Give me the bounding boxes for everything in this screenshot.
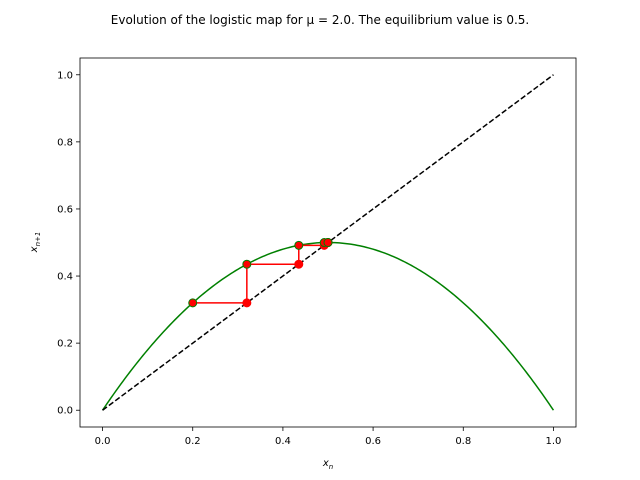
x-tick-label: 0.0 [95, 436, 111, 447]
x-tick-label: 0.8 [455, 436, 471, 447]
y-tick-label: 0.4 [57, 272, 73, 283]
x-tick-label: 0.2 [185, 436, 201, 447]
x-tick-label: 1.0 [546, 436, 562, 447]
x-axis-label-sub: n [329, 463, 333, 471]
cobweb-point-curve [188, 298, 198, 308]
x-tick-label: 0.6 [365, 436, 381, 447]
x-axis-label: xn [322, 458, 333, 471]
y-axis-label: xn+1 [29, 232, 42, 254]
y-tick-label: 0.2 [57, 339, 73, 350]
y-tick-label: 0.8 [57, 137, 73, 148]
cobweb-point-diagonal [242, 298, 252, 308]
y-axis-label-sub: n+1 [34, 232, 42, 247]
y-tick-label: 1.0 [57, 70, 73, 81]
y-tick-label: 0.0 [57, 406, 73, 417]
cobweb-point-curve [242, 259, 252, 269]
x-axis-label-base: x [322, 458, 329, 469]
cobweb-point-curve [294, 240, 304, 250]
cobweb-point-diagonal [294, 259, 304, 269]
y-axis-label-base: x [29, 246, 40, 253]
cobweb-point-curve [323, 238, 333, 247]
y-tick-label: 0.6 [57, 204, 73, 215]
chart-title: Evolution of the logistic map for μ = 2.… [111, 13, 529, 27]
data-marks [101, 74, 555, 411]
axes: 0.0 0.2 0.4 0.6 0.8 1.0 0.0 0.2 0.4 0.6 0.8 1.0 [57, 57, 577, 447]
x-tick-label: 0.4 [275, 436, 291, 447]
axes-frame [79, 57, 577, 428]
